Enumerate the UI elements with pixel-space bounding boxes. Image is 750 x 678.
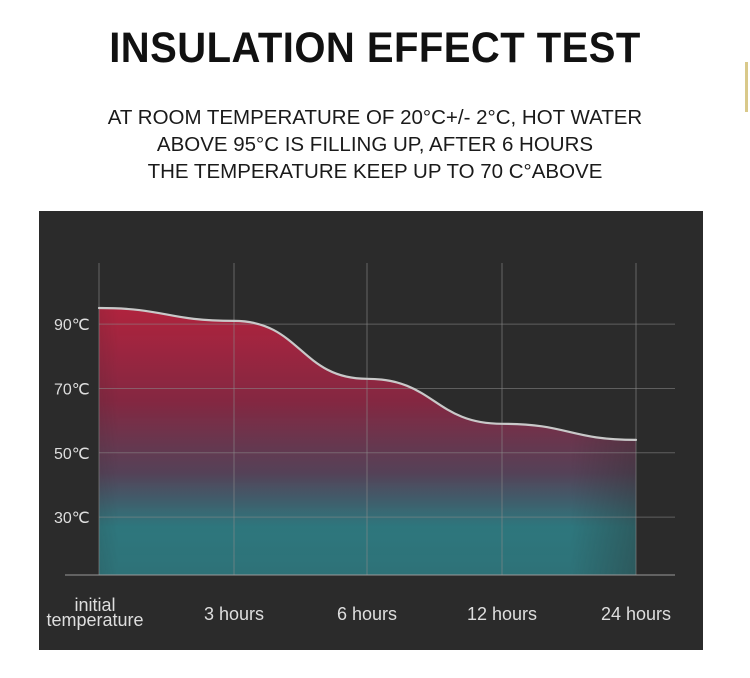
x-tick-label: 12 hours [467, 604, 537, 624]
x-tick-label: 3 hours [204, 604, 264, 624]
chart-panel: 90℃ 70℃ 50℃ 30℃ initial temperature 3 hours 6 h… [39, 211, 703, 650]
description-line: THE TEMPERATURE KEEP UP TO 70 C°ABOVE [147, 160, 603, 183]
x-tick-label: initial temperature [46, 595, 143, 630]
description-line: AT ROOM TEMPERATURE OF 20°C+/- 2°C, HOT … [107, 106, 643, 129]
y-tick-label: 90℃ [54, 317, 90, 334]
y-tick-label: 50℃ [54, 446, 90, 463]
edge-accent-line [745, 62, 748, 112]
y-tick-label: 70℃ [54, 381, 90, 398]
x-tick-label: 6 hours [337, 604, 397, 624]
page-title: INSULATION EFFECT TEST [109, 24, 641, 72]
temperature-chart: 90℃ 70℃ 50℃ 30℃ initial temperature 3 hours 6 h… [46, 263, 675, 630]
y-tick-label: 30℃ [54, 510, 90, 527]
temperature-line [97, 306, 638, 442]
description: AT ROOM TEMPERATURE OF 20°C+/- 2°C, HOT … [0, 104, 750, 185]
description-line: ABOVE 95°C IS FILLING UP, AFTER 6 HOURS [156, 133, 594, 156]
x-tick-label: 24 hours [601, 604, 671, 624]
